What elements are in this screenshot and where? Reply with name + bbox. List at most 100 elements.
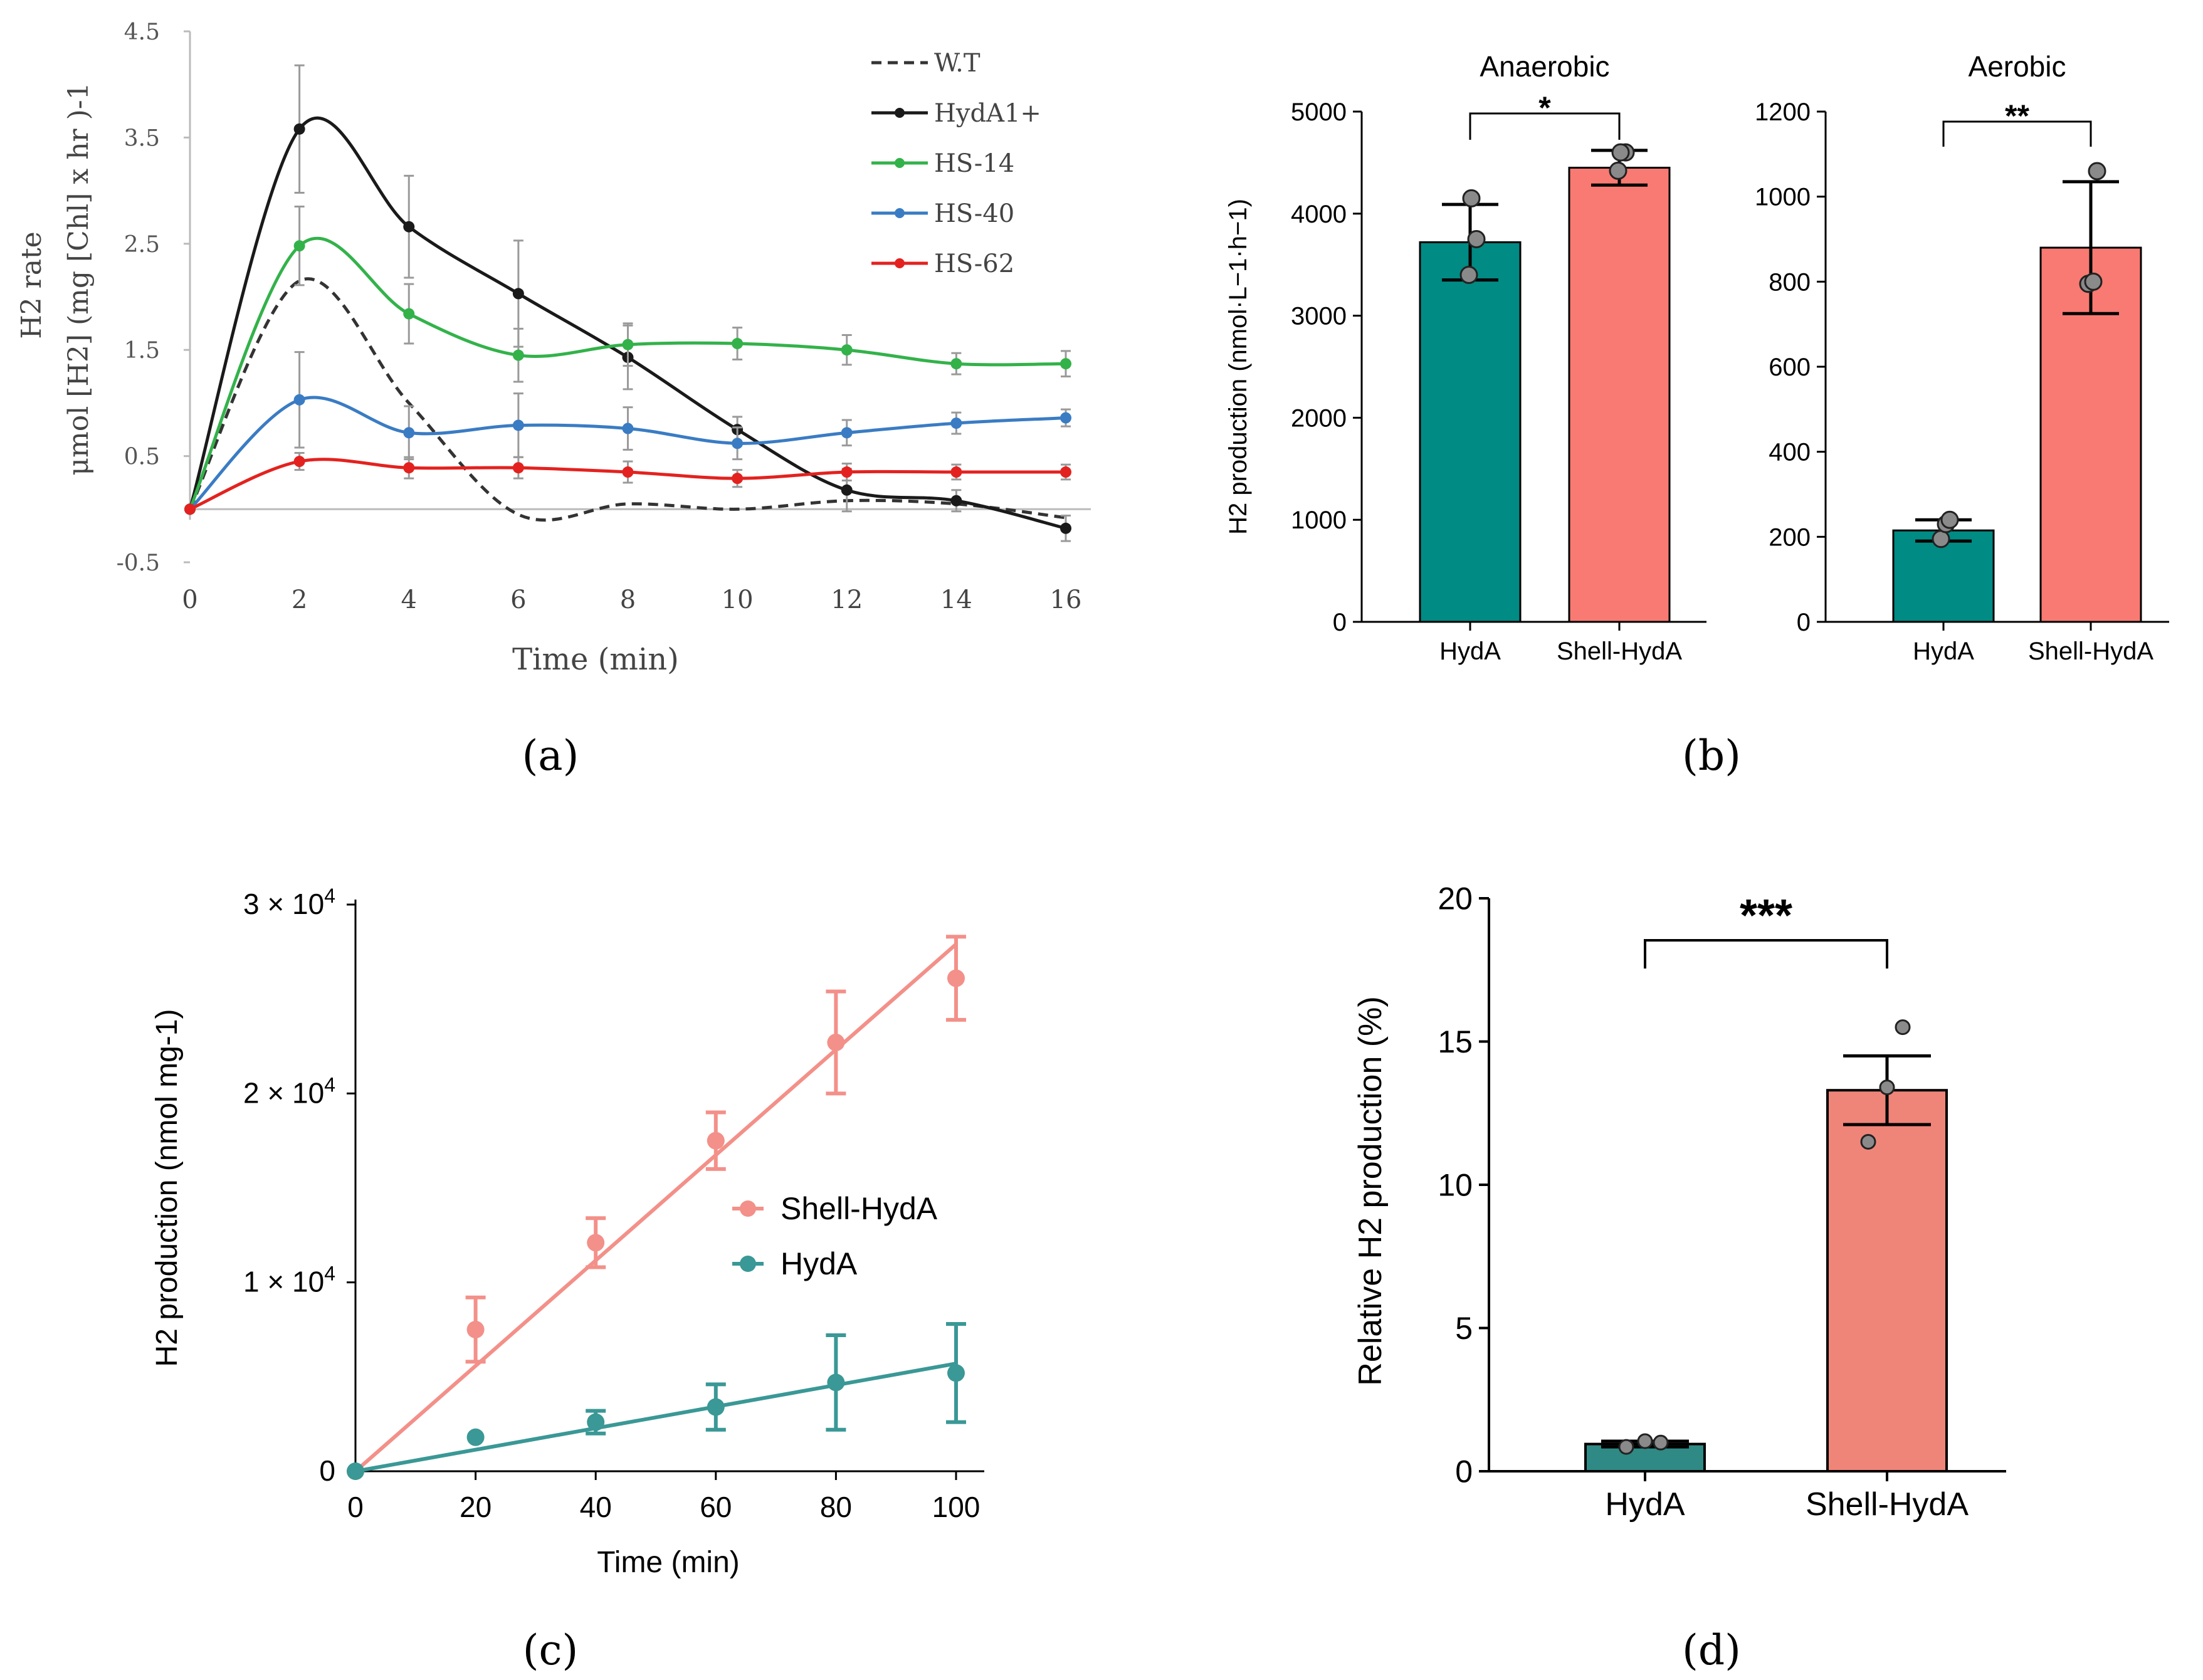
data-point <box>622 339 634 350</box>
legend-label: HS-40 <box>934 199 1014 228</box>
panel-a-line-chart: -0.5 0.5 1.5 2.5 3.5 4.5 0 2 4 6 8 10 12 14 16 Time (mi… <box>16 19 1091 677</box>
data-point <box>1060 358 1071 370</box>
legend-marker <box>740 1256 756 1272</box>
data-point <box>403 308 415 320</box>
y-tick-label: 2.5 <box>124 232 160 258</box>
bar-hyda <box>1419 241 1522 623</box>
legend-label: HS-14 <box>934 149 1014 178</box>
x-tick-label: Shell-HydA <box>1557 638 1682 665</box>
y-tick-label: 5000 <box>1291 98 1347 126</box>
replicate-point <box>1653 1434 1669 1451</box>
x-tick-label: 0 <box>347 1491 364 1523</box>
y-tick-label: 1200 <box>1755 98 1811 126</box>
y-tick-label: 1000 <box>1291 507 1347 534</box>
panel-d-bar-chart: 0 5 10 15 20 HydA Shell-HydA *** Relative H2 pro… <box>1352 881 2006 1523</box>
data-point <box>947 969 965 987</box>
fit-line-hyda <box>355 1362 957 1473</box>
x-tick-label: Shell-HydA <box>2028 638 2153 665</box>
data-point <box>403 462 415 474</box>
panel-c-scatter-chart: 0 1 × 104 2 × 104 3 × 104 0 20 40 60 80 100 Time (… <box>150 885 984 1579</box>
data-point <box>841 344 853 356</box>
x-tick-label: 8 <box>620 585 636 614</box>
significance-stars: * <box>1538 90 1551 125</box>
y-tick-label: 4.5 <box>124 19 160 45</box>
data-point <box>293 394 305 406</box>
y-tick-label: 4000 <box>1291 201 1347 228</box>
data-point <box>950 358 962 370</box>
data-point <box>707 1398 725 1416</box>
y-tick-label: 0 <box>319 1454 335 1487</box>
legend-label: HydA1+ <box>934 99 1041 128</box>
fit-line-shell-hyda <box>354 943 957 1473</box>
data-point <box>622 423 634 434</box>
legend-label: HS-62 <box>934 249 1014 278</box>
data-point <box>707 1131 725 1150</box>
y-tick-label: 1 × 104 <box>243 1263 335 1298</box>
y-tick-label: 2000 <box>1291 404 1347 432</box>
data-point <box>1060 522 1071 534</box>
y-tick-label: 0 <box>1797 609 1811 636</box>
replicate-point <box>1467 230 1486 248</box>
panel-b-aerobic-bar-chart: 0 200 400 600 800 1000 1200 HydA Shell-HydA ** Aer… <box>1755 50 2169 665</box>
data-point <box>1060 412 1071 424</box>
legend-label: W.T <box>934 49 981 78</box>
x-tick-label: 4 <box>401 585 417 614</box>
data-point <box>293 123 305 135</box>
significance-stars: *** <box>1740 891 1792 941</box>
panel-label-b: (b) <box>1682 732 1741 780</box>
y-tick-label: 0 <box>1333 609 1347 636</box>
data-point <box>950 466 962 478</box>
y-axis-title-line2: μmol [H2] (mg [Chl] x hr )-1 <box>63 82 95 475</box>
significance-bracket <box>1644 939 1888 969</box>
series-line-hyda1- <box>188 116 1066 530</box>
y-axis-title: Relative H2 production (%) <box>1352 996 1389 1385</box>
x-tick-label: 0 <box>182 585 197 614</box>
y-tick-label: 1000 <box>1755 184 1811 211</box>
x-tick-label: 14 <box>940 585 972 614</box>
data-point <box>512 419 524 431</box>
y-tick-label: 0.5 <box>124 444 160 470</box>
x-tick-label: 16 <box>1050 585 1082 614</box>
data-point <box>947 1364 965 1382</box>
y-tick-label: 800 <box>1769 268 1811 296</box>
data-point <box>732 338 744 350</box>
data-point <box>587 1234 605 1252</box>
data-point <box>1060 466 1071 478</box>
panel-label-c: (c) <box>523 1626 578 1674</box>
x-axis-title: Time (min) <box>597 1546 740 1579</box>
x-tick-label: 60 <box>700 1491 732 1523</box>
replicate-point <box>1637 1433 1653 1449</box>
bar-shell-hyda <box>1568 167 1671 623</box>
legend-marker <box>895 258 905 268</box>
replicate-point <box>1879 1079 1895 1096</box>
y-tick-label: 15 <box>1438 1024 1473 1059</box>
data-point <box>403 427 415 439</box>
data-point <box>293 456 305 468</box>
y-tick-label: 2 × 104 <box>243 1073 335 1109</box>
data-point <box>512 288 524 300</box>
x-tick-label: 6 <box>510 585 526 614</box>
data-point <box>950 417 962 429</box>
x-tick-label: HydA <box>1913 638 1974 665</box>
data-point <box>466 1321 485 1338</box>
data-point <box>466 1428 485 1446</box>
replicate-point <box>2084 272 2103 291</box>
chart-title: Aerobic <box>1969 50 2066 83</box>
x-axis-title: Time (min) <box>512 642 679 677</box>
x-tick-label: HydA <box>1605 1486 1685 1523</box>
x-tick-label: 10 <box>722 585 754 614</box>
replicate-point <box>2088 162 2106 181</box>
y-tick-label: 3 × 104 <box>243 885 335 920</box>
y-axis-title: H2 production (nmol·L−1·h−1) <box>1224 199 1252 535</box>
panel-b-anaerobic-bar-chart: 0 1000 2000 3000 4000 5000 HydA Shell-HydA * Anae… <box>1224 50 1706 665</box>
data-point <box>732 473 744 485</box>
y-tick-label: 5 <box>1455 1311 1473 1346</box>
panel-label-d: (d) <box>1682 1626 1741 1674</box>
significance-bracket <box>1469 112 1621 140</box>
data-point <box>403 221 415 233</box>
data-point <box>347 1462 364 1480</box>
data-point <box>512 462 524 474</box>
y-axis-title: H2 production (nmol mg-1) <box>150 1009 184 1367</box>
replicate-point <box>1860 1133 1876 1150</box>
replicate-point <box>1459 265 1478 284</box>
